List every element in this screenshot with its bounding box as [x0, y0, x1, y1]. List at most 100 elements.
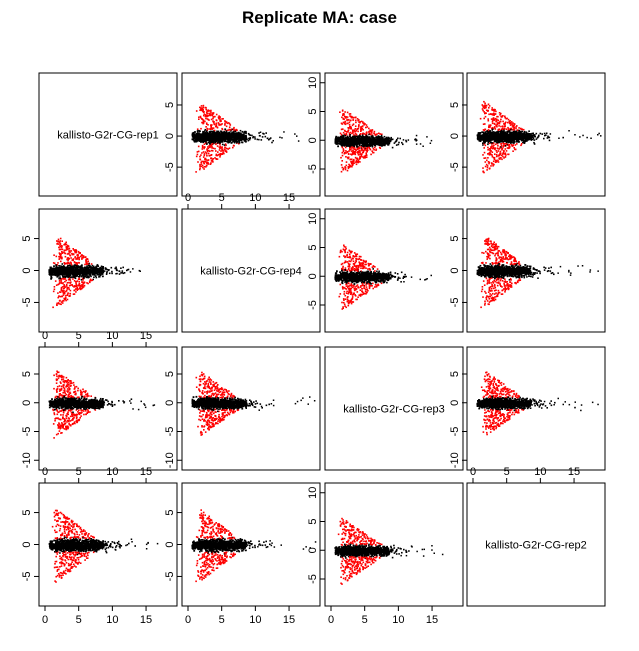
point — [194, 131, 196, 133]
de-point — [487, 118, 489, 120]
point — [562, 136, 564, 139]
de-point — [513, 129, 515, 131]
de-point — [215, 143, 217, 146]
point — [58, 277, 60, 280]
de-point — [81, 257, 83, 259]
de-point — [502, 125, 504, 127]
de-point — [351, 129, 354, 131]
de-point — [503, 150, 505, 152]
point — [281, 137, 283, 139]
point — [198, 133, 201, 136]
point — [206, 131, 208, 134]
point — [479, 132, 482, 134]
de-point — [518, 127, 520, 129]
point — [228, 133, 230, 136]
de-point — [497, 129, 500, 131]
point — [415, 143, 418, 145]
de-point — [487, 119, 490, 122]
de-point — [67, 278, 70, 281]
point — [503, 140, 506, 143]
de-point — [205, 153, 208, 155]
point — [196, 138, 198, 140]
de-point — [218, 146, 221, 148]
de-point — [484, 165, 487, 168]
point — [415, 134, 418, 137]
de-point — [372, 147, 375, 150]
point — [247, 132, 250, 135]
de-point — [355, 116, 357, 119]
point — [223, 140, 226, 143]
de-point — [483, 129, 486, 132]
de-point — [196, 153, 199, 156]
de-point — [53, 288, 56, 291]
point — [294, 133, 296, 135]
de-point — [361, 132, 364, 135]
point — [341, 135, 343, 137]
de-point — [378, 132, 380, 135]
de-point — [353, 146, 356, 149]
de-point — [484, 144, 487, 147]
de-point — [351, 161, 354, 163]
point — [224, 128, 227, 131]
de-point — [345, 164, 348, 167]
point — [387, 138, 390, 140]
point — [202, 141, 204, 144]
point — [356, 140, 358, 143]
point — [390, 136, 392, 139]
de-point — [200, 105, 203, 107]
de-point — [501, 154, 503, 157]
point — [237, 137, 240, 140]
point — [574, 134, 576, 136]
de-point — [212, 116, 215, 118]
de-point — [195, 171, 197, 173]
point — [192, 137, 195, 139]
de-point — [366, 147, 369, 149]
point — [196, 132, 199, 135]
point — [356, 146, 358, 148]
de-point — [513, 147, 515, 149]
de-point — [488, 113, 490, 116]
point — [222, 137, 224, 140]
de-point — [67, 257, 69, 259]
point — [264, 135, 267, 138]
de-point — [344, 166, 346, 168]
point — [219, 142, 221, 144]
point — [509, 133, 512, 135]
de-point — [353, 160, 355, 162]
de-point — [199, 165, 201, 167]
de-point — [349, 158, 352, 161]
de-point — [485, 109, 488, 112]
de-point — [497, 161, 500, 163]
ma-points — [191, 104, 300, 173]
point — [598, 132, 600, 135]
point — [225, 132, 228, 135]
de-point — [339, 111, 341, 113]
de-point — [215, 150, 217, 152]
de-point — [343, 129, 346, 132]
de-point — [498, 148, 500, 150]
point — [416, 139, 418, 141]
de-point — [498, 125, 500, 127]
de-point — [495, 155, 498, 158]
point — [221, 140, 224, 143]
de-point — [58, 246, 60, 249]
de-point — [199, 106, 201, 109]
de-point — [207, 115, 209, 117]
point — [193, 140, 196, 143]
de-point — [487, 161, 490, 163]
de-point — [364, 155, 367, 157]
de-point — [228, 126, 231, 128]
de-point — [207, 159, 210, 161]
point — [391, 146, 394, 149]
point — [248, 133, 250, 136]
de-point — [212, 112, 215, 114]
de-point — [491, 155, 494, 158]
point — [198, 136, 201, 138]
point — [241, 133, 244, 136]
de-point — [64, 295, 67, 297]
de-point — [481, 108, 484, 110]
point — [501, 140, 504, 143]
point — [193, 139, 196, 142]
de-point — [511, 128, 514, 131]
de-point — [87, 263, 89, 265]
